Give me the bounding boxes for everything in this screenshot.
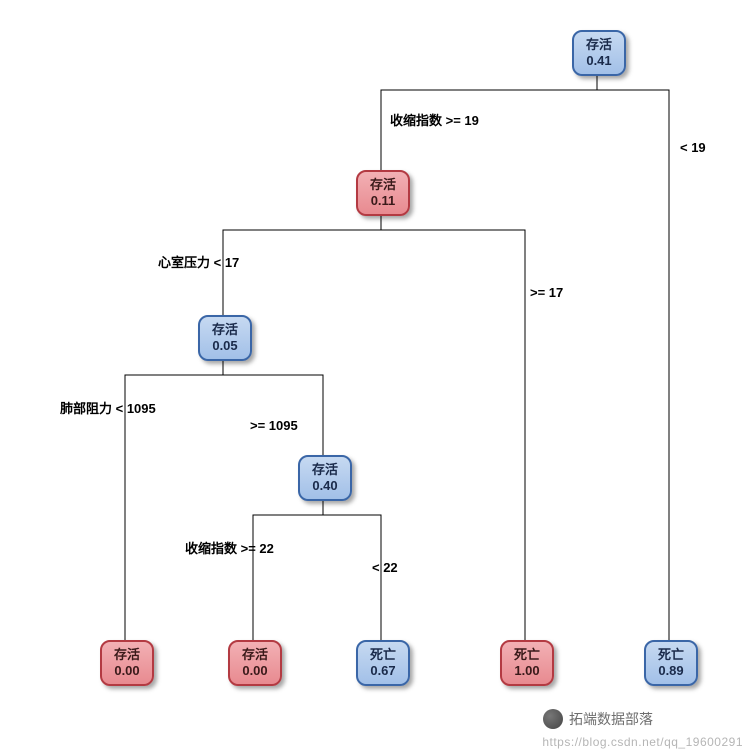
tree-edge — [223, 212, 381, 315]
tree-edge — [381, 212, 525, 640]
tree-node: 存活0.41 — [572, 30, 626, 76]
footer-text: 拓端数据部落 — [569, 709, 653, 729]
tree-node: 存活0.00 — [100, 640, 154, 686]
edge-label: >= 17 — [530, 285, 563, 300]
node-label: 存活 — [586, 37, 612, 53]
node-label: 存活 — [370, 177, 396, 193]
edge-label: 收缩指数 >= 22 — [185, 538, 274, 557]
node-value: 0.00 — [242, 663, 267, 679]
node-label: 存活 — [312, 462, 338, 478]
node-value: 0.40 — [312, 478, 337, 494]
edge-label: >= 1095 — [250, 418, 298, 433]
node-label: 死亡 — [514, 647, 540, 663]
node-value: 0.67 — [370, 663, 395, 679]
node-label: 存活 — [212, 322, 238, 338]
tree-node: 存活0.40 — [298, 455, 352, 501]
node-value: 0.05 — [212, 338, 237, 354]
tree-node: 存活0.05 — [198, 315, 252, 361]
node-label: 存活 — [242, 647, 268, 663]
edge-label: 肺部阻力 < 1095 — [60, 398, 156, 417]
node-value: 0.00 — [114, 663, 139, 679]
footer-attribution: 拓端数据部落 — [543, 709, 653, 729]
edge-label: 收缩指数 >= 19 — [390, 110, 479, 129]
node-label: 存活 — [114, 647, 140, 663]
tree-node: 死亡1.00 — [500, 640, 554, 686]
edge-label: < 22 — [372, 560, 398, 575]
watermark-text: https://blog.csdn.net/qq_19600291 — [542, 735, 743, 749]
edge-label: 心室压力 < 17 — [158, 252, 239, 271]
node-value: 0.11 — [371, 193, 396, 209]
tree-node: 存活0.11 — [356, 170, 410, 216]
tree-node: 死亡0.67 — [356, 640, 410, 686]
tree-node: 死亡0.89 — [644, 640, 698, 686]
node-value: 0.89 — [658, 663, 683, 679]
tree-edge — [223, 357, 323, 455]
edge-label: < 19 — [680, 140, 706, 155]
node-label: 死亡 — [370, 647, 396, 663]
tree-edge — [597, 72, 669, 640]
tree-edge — [253, 497, 323, 640]
footer-logo-icon — [543, 709, 563, 729]
node-value: 1.00 — [514, 663, 539, 679]
node-value: 0.41 — [586, 53, 611, 69]
tree-node: 存活0.00 — [228, 640, 282, 686]
node-label: 死亡 — [658, 647, 684, 663]
